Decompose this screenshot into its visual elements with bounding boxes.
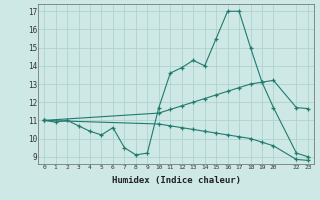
X-axis label: Humidex (Indice chaleur): Humidex (Indice chaleur) bbox=[111, 176, 241, 185]
